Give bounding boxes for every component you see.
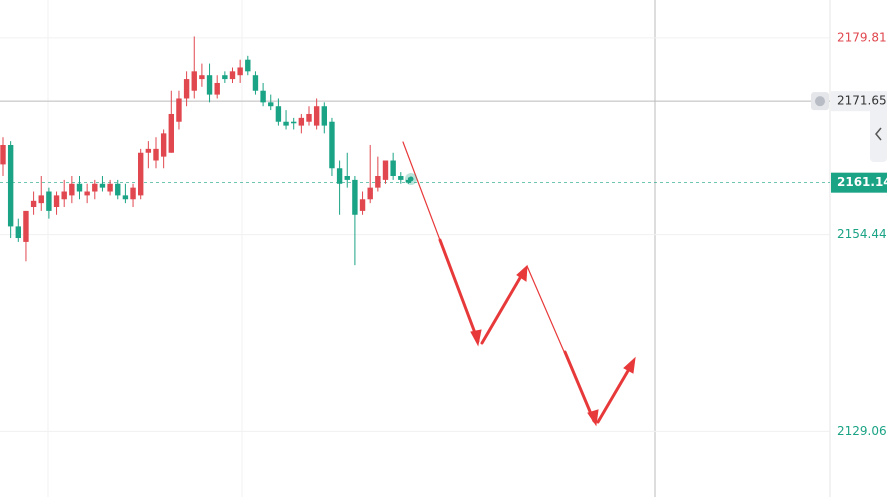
candle-body (176, 98, 182, 122)
candle-body (352, 179, 358, 215)
price-axis: 2179.81 2154.44 2129.06 2171.65 2161.14 (811, 30, 887, 438)
candle-body (183, 79, 190, 99)
candle-body (313, 106, 320, 126)
candle-body (291, 121, 297, 124)
candle-body (398, 176, 404, 180)
candle-body (107, 183, 113, 192)
candle-body (275, 106, 282, 122)
candle-body (321, 106, 327, 126)
candle-body (199, 75, 205, 80)
drawing-arrows (402, 141, 636, 427)
candle-body (336, 168, 343, 184)
candle-body (138, 152, 144, 196)
plot (0, 36, 830, 432)
candle-body (382, 160, 389, 180)
arrow (563, 350, 596, 423)
candle-body (245, 59, 251, 72)
last-point (408, 176, 414, 182)
candle-body (252, 75, 259, 91)
candle-body (367, 187, 373, 200)
candle-body (191, 71, 197, 91)
candle-body (99, 183, 106, 188)
candle-body (15, 226, 21, 239)
y-tick-label: 2154.44 (837, 227, 887, 241)
candle-body (7, 144, 14, 227)
candle-body (329, 121, 335, 169)
last-price-bg (831, 172, 887, 193)
collapse-icon[interactable] (875, 127, 882, 141)
candle-body (298, 117, 305, 126)
candle-body (122, 195, 129, 200)
candle-body (145, 148, 152, 153)
candle-body (222, 75, 228, 80)
crosshair-label: 2171.65 (837, 94, 887, 108)
candle-body (115, 183, 121, 196)
candle-body (76, 183, 83, 192)
candle-body (260, 90, 266, 103)
candle-body (344, 176, 350, 180)
candle-body (359, 199, 366, 211)
candle-body (53, 195, 60, 208)
y-tick-label: 2179.81 (837, 30, 887, 44)
arrow (596, 362, 634, 424)
arrow (438, 238, 480, 343)
candle-body (46, 191, 52, 211)
candle-body (92, 183, 98, 192)
arrow-head (623, 356, 636, 374)
arrow-head (587, 409, 599, 427)
arrow (480, 269, 526, 345)
candle-body (237, 67, 243, 76)
candle-body (84, 191, 90, 196)
candle-body (38, 195, 44, 204)
candle-body (0, 144, 6, 165)
candle-body (405, 179, 412, 183)
candle-body (160, 133, 167, 157)
candle-body (130, 187, 136, 200)
candle-body (30, 200, 37, 208)
candle-body (229, 71, 236, 80)
candle-body (283, 121, 289, 126)
y-tick-label: 2129.06 (837, 424, 887, 438)
alert-icon-bell (815, 96, 825, 107)
candle-body (390, 160, 396, 177)
candle-body (306, 113, 312, 122)
candle-body (214, 82, 220, 95)
arrow-head (470, 329, 482, 347)
candle-body (153, 148, 159, 161)
candle-body (61, 191, 67, 200)
arrow-head (516, 264, 528, 282)
crosshair-label-bg (831, 91, 887, 112)
candle-body (206, 75, 213, 95)
candle-body (23, 210, 29, 242)
candle-body (268, 102, 274, 107)
candle-body (69, 183, 75, 196)
last-price-label: 2161.14 (837, 175, 887, 189)
candle-body (168, 113, 174, 153)
candle-body (375, 176, 381, 188)
